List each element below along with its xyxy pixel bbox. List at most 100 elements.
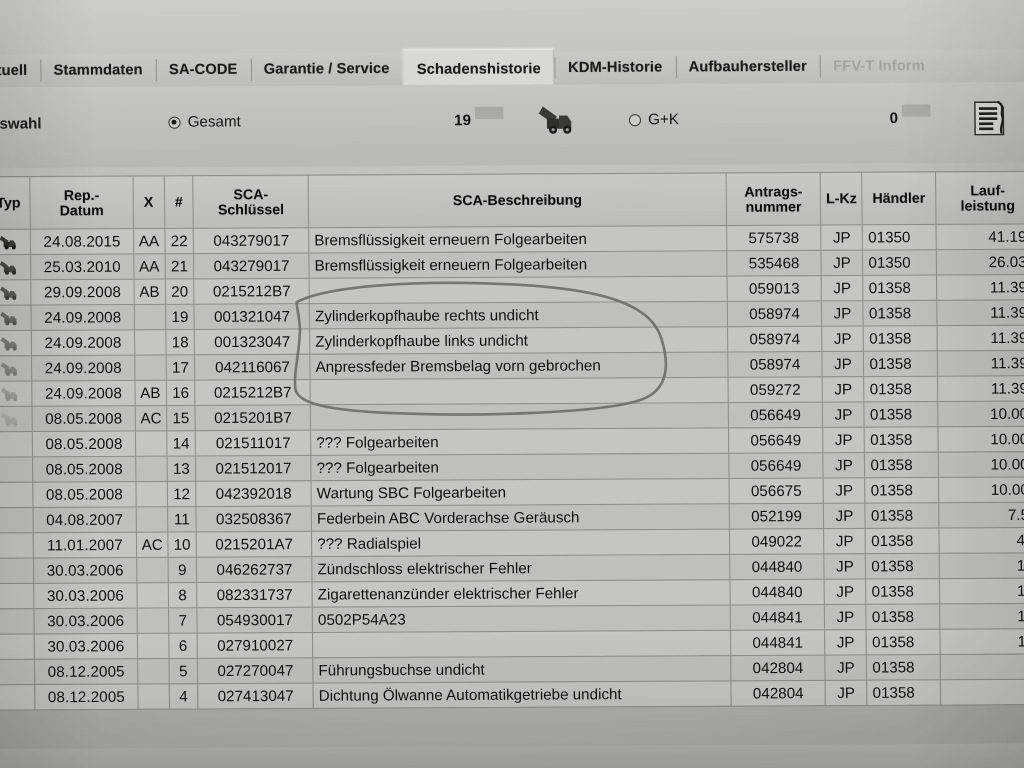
column-header-rep-datum[interactable]: Rep.- Datum <box>30 175 134 230</box>
cell-laufleistung: 7.50 <box>938 502 1024 529</box>
radio-option-gesamt[interactable]: Gesamt <box>168 113 241 131</box>
cell-l-kz: JP <box>820 224 863 251</box>
column-header-laufleistung[interactable]: Lauf- leistung <box>935 171 1024 225</box>
column-header-antrag-line1: Antrags- <box>744 182 803 200</box>
cell-nummer: 19 <box>165 304 195 330</box>
cell-antragsnummer: 042804 <box>730 655 826 681</box>
cell-x: AB <box>134 380 167 406</box>
column-header-typ[interactable]: Typ <box>0 176 31 230</box>
cell-l-kz: JP <box>821 351 864 377</box>
cell-nummer: 15 <box>166 405 196 431</box>
cell-l-kz: JP <box>824 654 867 681</box>
column-header-antragsnummer[interactable]: Antrags- nummer <box>726 172 821 226</box>
cell-antragsnummer: 056649 <box>728 427 823 454</box>
cell-laufleistung: 10.000 <box>937 451 1024 478</box>
cell-x <box>136 582 169 609</box>
table-row[interactable]: 24.09.2008 17 042116067 Anpressfeder Bremsb… <box>0 350 1024 382</box>
tab-stammdaten[interactable]: Stammdaten <box>40 54 156 87</box>
tab-aufbauhersteller[interactable]: Aufbauhersteller <box>675 50 820 83</box>
cell-sca-schluessel: 021511017 <box>195 430 311 456</box>
cell-antragsnummer: 042804 <box>731 680 826 707</box>
tab-kdm-historie[interactable]: KDM-Historie <box>555 51 676 84</box>
cell-l-kz: JP <box>822 427 865 453</box>
cell-laufleistung: 1.8 <box>939 628 1024 655</box>
cell-sca-schluessel: 0215201A7 <box>196 531 312 558</box>
cell-x: AA <box>133 253 165 280</box>
cell-sca-beschreibung: Dichtung Ölwanne Automatikgetriebe undic… <box>313 680 732 709</box>
table-row[interactable]: 24.09.2008 19 001321047 Zylinderkopfhaube r… <box>0 299 1024 331</box>
cell-sca-beschreibung: Zündschloss elektrischer Fehler <box>311 554 731 582</box>
table-row[interactable]: 24.08.2015 AA 22 043279017 Bremsflüssigkeit … <box>0 223 1024 255</box>
cell-haendler: 01350 <box>862 224 936 251</box>
column-header-sca-beschreibung[interactable]: SCA-Beschreibung <box>308 172 727 228</box>
cell-sca-schluessel: 001323047 <box>194 328 310 355</box>
cell-nummer: 16 <box>165 380 196 406</box>
cell-rep-datum: 08.12.2005 <box>34 658 138 685</box>
tab-aktuell[interactable]: Aktuell <box>0 62 28 80</box>
table-row[interactable]: 08.12.2005 4 027413047 Dichtung Ölwanne Aut… <box>0 679 1024 711</box>
cell-nummer: 13 <box>166 455 197 482</box>
radio-gk-label: G+K <box>648 110 679 129</box>
cell-haendler: 01358 <box>864 452 939 478</box>
table-row[interactable]: 29.09.2008 AB 20 0215212B7 059013 JP 01358 11.3… <box>0 274 1024 306</box>
cell-sca-schluessel: 027413047 <box>198 683 314 709</box>
table-row[interactable]: 25.03.2010 AA 21 043279017 Bremsflüssigkeit … <box>0 249 1024 280</box>
cell-typ <box>0 482 34 508</box>
radio-gesamt-label: Gesamt <box>187 113 241 131</box>
cell-haendler: 01358 <box>864 401 938 428</box>
selection-toolbar: Auswahl Gesamt 19 G <box>0 81 1024 169</box>
tab-schadenshistorie[interactable]: Schadenshistorie <box>402 48 556 86</box>
table-row[interactable]: 24.09.2008 AB 16 0215212B7 059272 JP 01358 11.3… <box>0 375 1024 407</box>
table-header: Typ Rep.- Datum X # SCA- Schlü <box>0 171 1024 230</box>
column-header-x[interactable]: X <box>132 175 165 229</box>
radio-gk-indicator[interactable] <box>628 113 642 126</box>
table-row[interactable]: 24.09.2008 18 001323047 Zylinderkopfhaube l… <box>0 325 1024 356</box>
cell-nummer: 10 <box>167 531 197 558</box>
cell-typ <box>0 633 35 660</box>
cell-laufleistung: 11.395 <box>936 350 1024 377</box>
schadenshistorie-table-container[interactable]: Typ Rep.- Datum X # SCA- Schlü <box>0 171 1024 711</box>
tab-ffv-t-inform: FFV-T Inform <box>820 50 938 83</box>
cell-nummer: 22 <box>164 228 194 254</box>
column-header-l-kz[interactable]: L-Kz <box>820 172 863 226</box>
table-bottom-filler <box>0 743 1024 768</box>
column-header-nummer[interactable]: # <box>163 175 194 229</box>
window-top-blank-area <box>0 0 1024 55</box>
column-header-lauf-line1: Lauf- <box>970 181 1006 199</box>
column-header-sca-line2: Schlüssel <box>217 200 285 218</box>
cell-rep-datum: 30.03.2006 <box>34 608 137 634</box>
truck-icon <box>533 104 580 135</box>
cell-nummer: 11 <box>167 506 197 533</box>
tab-sa-code[interactable]: SA-CODE <box>156 53 251 86</box>
cell-sca-schluessel: 027270047 <box>197 657 314 684</box>
cell-sca-beschreibung <box>309 276 728 304</box>
cell-rep-datum: 30.03.2006 <box>33 557 137 584</box>
cell-rep-datum: 30.03.2006 <box>34 633 138 660</box>
cell-l-kz: JP <box>821 275 864 301</box>
column-header-haendler[interactable]: Händler <box>862 171 936 225</box>
count-gesamt-value: 19 <box>454 111 472 130</box>
cell-haendler: 01358 <box>866 654 941 681</box>
cell-l-kz: JP <box>822 452 865 479</box>
radio-option-gk[interactable]: G+K <box>628 110 679 129</box>
column-header-sca-schluessel[interactable]: SCA- Schlüssel <box>193 175 309 229</box>
table-row[interactable]: 08.05.2008 AC 15 0215201B7 056649 JP 01358 10.0… <box>0 400 1024 432</box>
cell-antragsnummer: 059272 <box>728 376 823 403</box>
cell-rep-datum: 24.09.2008 <box>31 329 135 356</box>
cell-laufleistung: 11.395 <box>937 375 1024 402</box>
cell-typ <box>0 583 35 609</box>
cell-antragsnummer: 044841 <box>730 629 825 656</box>
cell-x: AB <box>133 279 166 305</box>
vehicle-icon <box>0 229 31 255</box>
report-document-icon[interactable] <box>969 98 1010 139</box>
tab-garantie-service[interactable]: Garantie / Service <box>250 53 402 86</box>
cell-laufleistung: 10.000 <box>938 476 1024 503</box>
cell-haendler: 01358 <box>865 578 940 605</box>
cell-x: AA <box>133 228 165 254</box>
cell-rep-datum: 24.09.2008 <box>32 380 135 407</box>
radio-gesamt-indicator[interactable] <box>168 116 181 129</box>
cell-laufleistung: 11.395 <box>936 274 1024 301</box>
cell-x <box>137 683 170 710</box>
cell-laufleistung: 11.395 <box>936 299 1024 326</box>
cell-typ <box>0 558 35 584</box>
